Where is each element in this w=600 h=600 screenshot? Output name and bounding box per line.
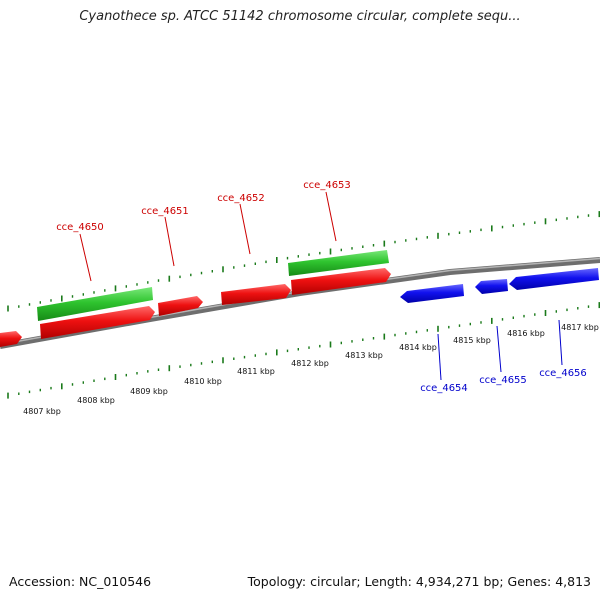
lower-tick-track — [7, 302, 600, 399]
scale-label: 4815 kbp — [453, 336, 491, 345]
gene-label-leader — [325, 191, 337, 242]
gene-label-cce_4654[interactable]: cce_4654 — [420, 383, 468, 394]
scale-label: 4810 kbp — [184, 377, 222, 386]
scale-label: 4809 kbp — [130, 387, 168, 396]
gene-arrow-cce_4650[interactable] — [40, 306, 155, 339]
gene-label-cce_4650[interactable]: cce_4650 — [56, 222, 104, 233]
scale-label: 4814 kbp — [399, 343, 437, 352]
gene-label-leader — [496, 325, 502, 373]
gene-label-leader — [437, 333, 442, 381]
gene-arrow-cce_4652[interactable] — [221, 284, 291, 305]
gene-label-cce_4651[interactable]: cce_4651 — [141, 206, 189, 217]
gene-label-leader — [239, 203, 251, 255]
map-title: Cyanothece sp. ATCC 51142 chromosome cir… — [79, 9, 521, 24]
gene-label-cce_4652[interactable]: cce_4652 — [217, 193, 265, 204]
gene-arrow-cce_4653[interactable] — [291, 268, 391, 295]
rna-gene-bar[interactable] — [288, 250, 389, 276]
accession-label: Accession: NC_010546 — [9, 574, 152, 589]
gene-arrow-cce_4656[interactable] — [509, 268, 599, 290]
gene-label-cce_4653[interactable]: cce_4653 — [303, 180, 351, 191]
scale-label: 4816 kbp — [507, 329, 545, 338]
gene-label-leader — [558, 319, 563, 366]
gene-arrow-forward[interactable] — [0, 331, 22, 347]
gene-arrow-cce_4655[interactable] — [475, 279, 508, 294]
rna-gene-bar[interactable] — [37, 287, 153, 321]
scale-label: 4807 kbp — [23, 407, 61, 416]
gene-arrow-cce_4654[interactable] — [400, 284, 464, 303]
scale-labels: 4807 kbp 4808 kbp 4809 kbp 4810 kbp 4811… — [23, 323, 599, 416]
gene-label-leader — [164, 216, 175, 267]
scale-label: 4817 kbp — [561, 323, 599, 332]
sequence-stats: Topology: circular; Length: 4,934,271 bp… — [247, 574, 591, 589]
scale-label: 4808 kbp — [77, 396, 115, 405]
gene-label-cce_4655[interactable]: cce_4655 — [479, 375, 527, 386]
gene-label-leader — [79, 233, 92, 282]
scale-label: 4812 kbp — [291, 359, 329, 368]
scale-label: 4811 kbp — [237, 367, 275, 376]
gene-arrow-cce_4651[interactable] — [158, 296, 203, 316]
gene-label-cce_4656[interactable]: cce_4656 — [539, 368, 587, 379]
scale-label: 4813 kbp — [345, 351, 383, 360]
upper-tick-track — [7, 211, 600, 312]
